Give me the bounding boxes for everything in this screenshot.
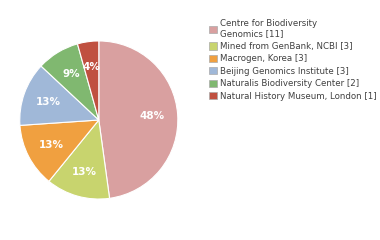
Text: 48%: 48% (140, 111, 165, 121)
Wedge shape (99, 41, 178, 198)
Text: 4%: 4% (82, 62, 100, 72)
Wedge shape (20, 66, 99, 125)
Text: 13%: 13% (39, 140, 63, 150)
Text: 13%: 13% (36, 97, 61, 107)
Wedge shape (20, 120, 99, 181)
Text: 9%: 9% (62, 69, 80, 79)
Wedge shape (41, 44, 99, 120)
Text: 13%: 13% (72, 167, 97, 177)
Legend: Centre for Biodiversity
Genomics [11], Mined from GenBank, NCBI [3], Macrogen, K: Centre for Biodiversity Genomics [11], M… (206, 16, 380, 104)
Wedge shape (49, 120, 109, 199)
Wedge shape (78, 41, 99, 120)
